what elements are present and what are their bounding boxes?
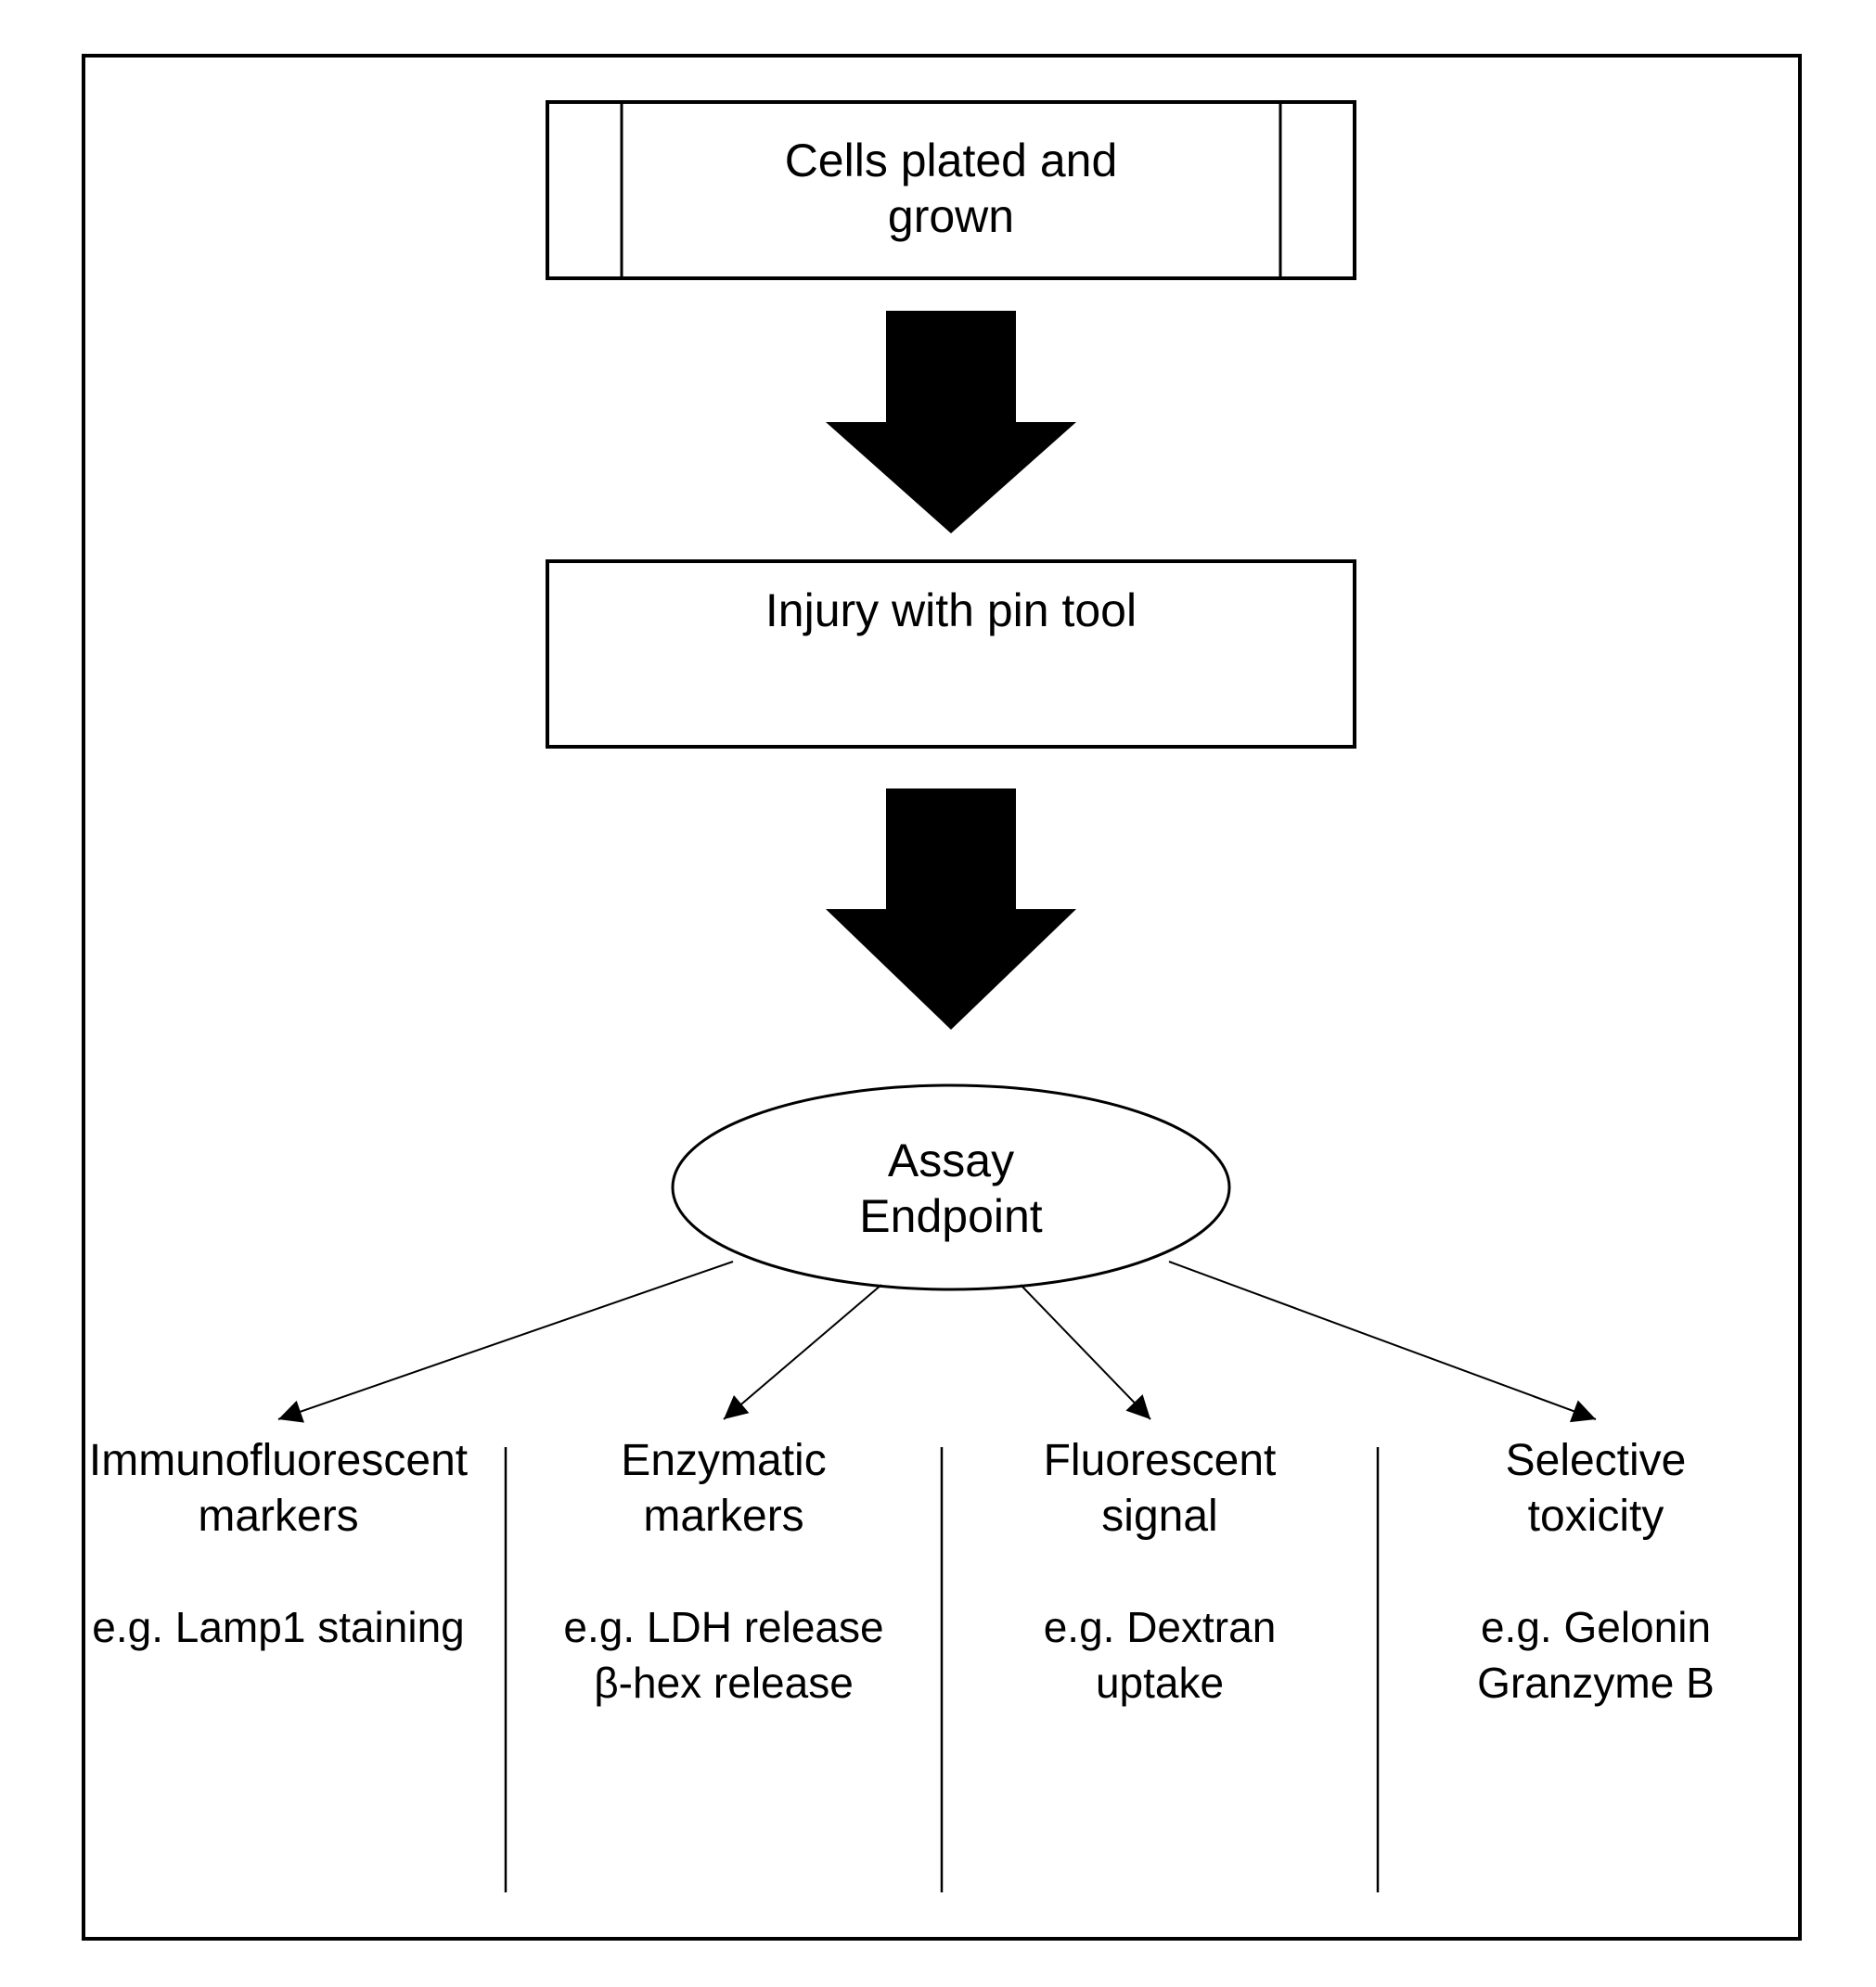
node-injury-line1: Injury with pin tool <box>765 584 1137 636</box>
leaf-3-title-1: Fluorescent <box>1044 1436 1277 1485</box>
node-cells-plated-line1: Cells plated and <box>785 135 1118 186</box>
node-assay-endpoint-line2: Endpoint <box>859 1190 1042 1242</box>
leaf-4-title-2: toxicity <box>1528 1492 1664 1541</box>
leaf-1-title-2: markers <box>198 1492 358 1541</box>
arrow-2-shaft <box>886 788 1016 909</box>
leaf-3-body-2: uptake <box>1096 1659 1224 1707</box>
leaf-3-body-1: e.g. Dextran <box>1044 1603 1277 1651</box>
arrow-1-shaft <box>886 311 1016 422</box>
leaf-1-body-1: e.g. Lamp1 staining <box>92 1603 465 1651</box>
node-cells-plated-line2: grown <box>888 190 1014 242</box>
leaf-2-body-2: β-hex release <box>594 1659 854 1707</box>
leaf-2-body-1: e.g. LDH release <box>563 1603 883 1651</box>
node-assay-endpoint <box>673 1085 1229 1289</box>
leaf-4-title-1: Selective <box>1506 1436 1687 1485</box>
leaf-2-title-2: markers <box>643 1492 803 1541</box>
leaf-4-body-1: e.g. Gelonin <box>1481 1603 1711 1651</box>
leaf-2-title-1: Enzymatic <box>621 1436 826 1485</box>
leaf-3-title-2: signal <box>1101 1492 1217 1541</box>
leaf-4-body-2: Granzyme B <box>1477 1659 1715 1707</box>
leaf-1-title-1: Immunofluorescent <box>89 1436 468 1485</box>
node-assay-endpoint-line1: Assay <box>888 1135 1014 1186</box>
